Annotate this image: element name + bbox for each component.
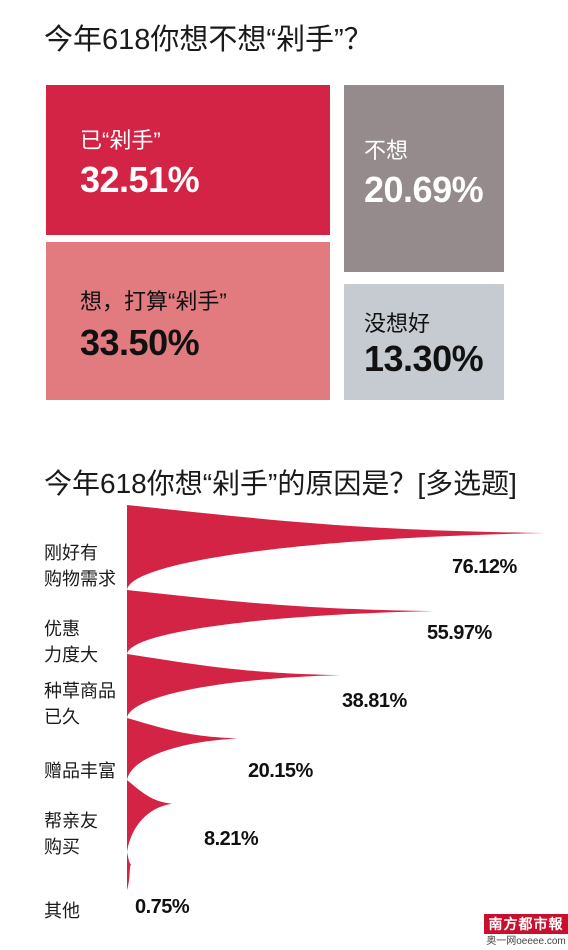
tile-no-label: 不想 [364,138,409,163]
reason-category-label: 其他 [44,898,80,924]
reason-category-label: 种草商品 已久 [44,678,116,730]
reason-category-line: 其他 [44,901,80,921]
tile-no: 不想 20.69% [344,85,504,272]
reason-value-label: 76.12% [452,556,517,578]
logo-subtitle: 奥一网oeeee.com [486,936,566,947]
tile-planning: 想，打算“剁手” 33.50% [46,242,330,400]
reason-category-line: 优惠 [44,619,80,639]
tile-already: 已“剁手” 32.51% [46,85,330,235]
reason-value-label: 8.21% [204,828,259,850]
tile-undecided: 没想好 13.30% [344,284,504,400]
tile-no-value: 20.69% [364,169,484,210]
reason-bar-need [127,505,545,590]
reason-category-line: 刚好有 [44,543,98,563]
reason-category-line: 种草商品 [44,681,116,701]
reason-category-label: 优惠 力度大 [44,616,98,668]
reason-value-label: 38.81% [342,690,407,712]
reason-category-line: 力度大 [44,645,98,665]
chart-title-intent: 今年618你想不想“剁手”？ [44,24,373,56]
reason-category-label: 赠品丰富 [44,758,116,784]
reason-bar-family [127,780,173,852]
reason-category-label: 帮亲友 购买 [44,808,98,860]
reason-value-label: 0.75% [135,896,190,918]
tile-already-value: 32.51% [80,159,200,200]
tile-already-label: 已“剁手” [80,128,161,153]
reason-category-line: 已久 [44,707,80,727]
tile-undecided-label: 没想好 [364,311,431,336]
logo: 南方都市報 [484,914,568,934]
reason-category-line: 赠品丰富 [44,761,116,781]
reason-category-label: 刚好有 购物需求 [44,540,116,592]
tile-planning-value: 33.50% [80,322,200,363]
reason-bar-discount [127,590,435,654]
reason-bar-gifts [127,718,238,780]
chart-title-reasons: 今年618你想“剁手”的原因是？[多选题] [44,468,517,499]
tile-planning-label: 想，打算“剁手” [80,289,227,314]
reason-bar-other [127,852,132,890]
reason-value-label: 55.97% [427,622,492,644]
reason-bar-wishlist [127,654,341,718]
reason-category-line: 帮亲友 [44,811,98,831]
reason-category-line: 购买 [44,837,80,857]
tile-undecided-value: 13.30% [364,338,484,379]
reason-value-label: 20.15% [248,760,313,782]
reason-category-line: 购物需求 [44,569,116,589]
